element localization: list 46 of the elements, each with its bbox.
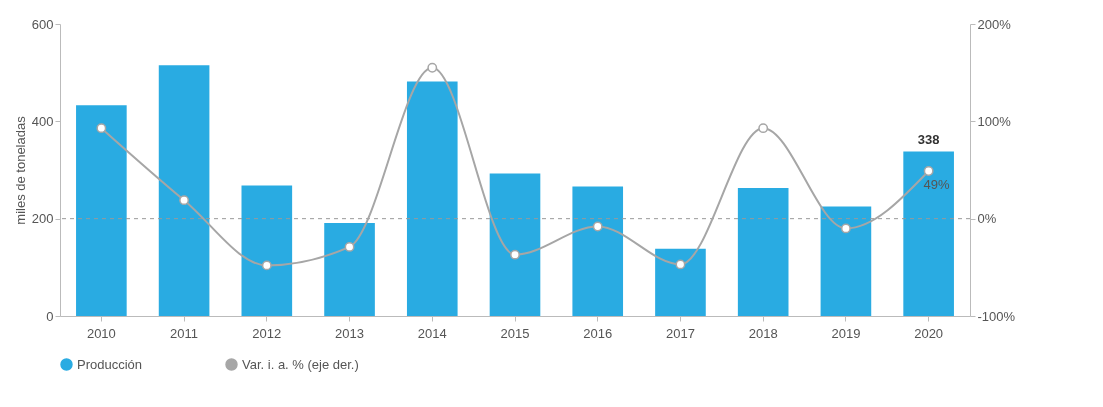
bar <box>820 206 872 316</box>
y2-tick-label: 100% <box>977 113 1012 129</box>
bar <box>655 248 706 316</box>
point <box>840 223 851 234</box>
x-tick-label: 2020 <box>914 325 944 341</box>
bar <box>903 151 954 316</box>
point <box>758 123 769 134</box>
x-tick-label: 2011 <box>170 325 199 341</box>
point <box>261 260 272 271</box>
point <box>96 123 107 134</box>
legend-label: Var. i. a. % (eje der.) <box>242 356 359 372</box>
bar <box>241 185 293 316</box>
bar <box>324 223 375 316</box>
point <box>675 259 686 270</box>
bar <box>737 188 789 316</box>
legend-label: Producción <box>77 356 143 372</box>
data-label: 338 <box>917 131 940 147</box>
x-tick-label: 2017 <box>665 325 695 341</box>
x-tick-label: 2018 <box>748 325 778 341</box>
x-tick-label: 2014 <box>417 325 447 341</box>
x-tick-label: 2012 <box>252 325 282 341</box>
y2-tick-label: 200% <box>977 16 1012 32</box>
bar <box>572 186 624 316</box>
point <box>510 249 520 260</box>
bar <box>76 105 127 316</box>
y2-tick-label: -100% <box>977 308 1016 324</box>
point <box>179 195 190 206</box>
y-tick-label: 400 <box>31 113 54 129</box>
point <box>923 166 934 176</box>
point <box>344 241 355 252</box>
x-tick-label: 2016 <box>583 325 613 341</box>
y-tick-label: 200 <box>31 211 54 227</box>
bar <box>489 173 541 316</box>
x-tick-label: 2015 <box>500 325 530 341</box>
x-tick-label: 2010 <box>86 325 116 341</box>
y-axis-title: miles de toneladas <box>12 115 28 225</box>
point <box>592 221 603 232</box>
y2-tick-label: 0% <box>977 211 997 227</box>
point <box>427 62 438 73</box>
bar <box>158 65 210 316</box>
y-tick-label: 0 <box>46 308 54 324</box>
x-tick-label: 2019 <box>831 325 861 341</box>
y-tick-label: 600 <box>31 16 54 32</box>
data-label: 49% <box>923 176 951 192</box>
x-tick-label: 2013 <box>335 325 365 341</box>
bar <box>406 81 458 316</box>
